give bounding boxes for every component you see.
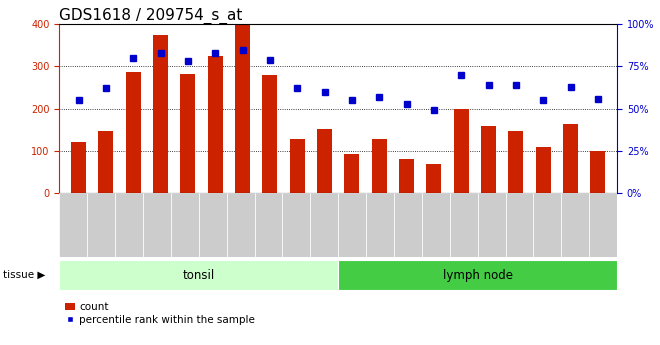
Legend: count, percentile rank within the sample: count, percentile rank within the sample bbox=[65, 302, 255, 325]
Bar bbox=[59, 193, 87, 257]
Text: tonsil: tonsil bbox=[183, 269, 215, 282]
Bar bbox=[153, 35, 168, 193]
Bar bbox=[338, 260, 617, 290]
Bar bbox=[563, 124, 578, 193]
Bar bbox=[399, 159, 414, 193]
Bar bbox=[338, 193, 366, 257]
Bar bbox=[255, 193, 282, 257]
Bar bbox=[422, 193, 450, 257]
Bar bbox=[372, 139, 387, 193]
Bar bbox=[143, 193, 171, 257]
Bar bbox=[366, 193, 394, 257]
Bar bbox=[115, 193, 143, 257]
Bar bbox=[450, 193, 478, 257]
Bar bbox=[87, 193, 115, 257]
Bar bbox=[208, 56, 222, 193]
Bar bbox=[290, 139, 305, 193]
Bar bbox=[59, 260, 338, 290]
Bar bbox=[317, 129, 332, 193]
Text: GDS1618 / 209754_s_at: GDS1618 / 209754_s_at bbox=[59, 8, 243, 24]
Bar bbox=[481, 126, 496, 193]
Text: lymph node: lymph node bbox=[443, 269, 513, 282]
Bar bbox=[589, 193, 617, 257]
Bar bbox=[263, 75, 277, 193]
Text: tissue ▶: tissue ▶ bbox=[3, 270, 46, 280]
Bar bbox=[426, 165, 442, 193]
Bar bbox=[454, 109, 469, 193]
Bar bbox=[180, 73, 195, 193]
Bar bbox=[478, 193, 506, 257]
Bar bbox=[235, 26, 250, 193]
Bar bbox=[536, 147, 551, 193]
Bar bbox=[310, 193, 338, 257]
Bar bbox=[71, 142, 86, 193]
Bar bbox=[282, 193, 310, 257]
Bar bbox=[591, 151, 605, 193]
Bar bbox=[98, 131, 114, 193]
Bar bbox=[199, 193, 227, 257]
Bar bbox=[227, 193, 255, 257]
Bar bbox=[533, 193, 561, 257]
Bar bbox=[561, 193, 589, 257]
Bar bbox=[125, 72, 141, 193]
Bar bbox=[506, 193, 533, 257]
Bar bbox=[345, 154, 360, 193]
Bar bbox=[508, 131, 523, 193]
Bar bbox=[394, 193, 422, 257]
Bar bbox=[171, 193, 199, 257]
